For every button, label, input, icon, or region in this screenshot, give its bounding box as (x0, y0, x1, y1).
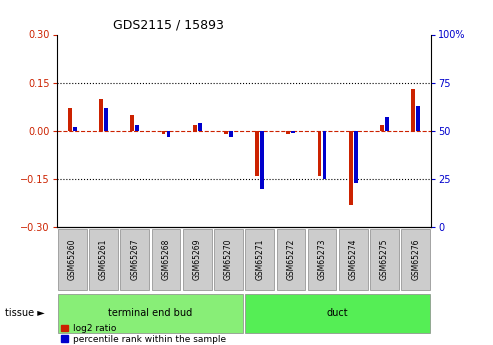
Bar (380, 125, 384, 131)
Text: GSM65272: GSM65272 (286, 239, 295, 280)
Bar (411, 89, 415, 131)
FancyBboxPatch shape (370, 229, 399, 290)
Text: tissue ►: tissue ► (5, 308, 45, 318)
Bar (73, 127, 77, 131)
Bar (229, 131, 233, 137)
FancyBboxPatch shape (89, 229, 118, 290)
Bar (260, 131, 264, 189)
Text: duct: duct (327, 308, 349, 318)
Bar (104, 108, 108, 131)
Text: GSM65269: GSM65269 (193, 239, 202, 280)
Bar (99, 99, 103, 131)
FancyBboxPatch shape (58, 294, 243, 333)
Text: GSM65267: GSM65267 (130, 239, 139, 280)
Text: GSM65260: GSM65260 (68, 239, 77, 280)
FancyBboxPatch shape (401, 229, 430, 290)
Bar (323, 131, 326, 179)
Bar (349, 131, 352, 205)
Bar (417, 106, 420, 131)
Text: GSM65270: GSM65270 (224, 239, 233, 280)
Bar (193, 125, 197, 131)
Bar (317, 131, 321, 176)
Bar (385, 117, 389, 131)
Bar (162, 131, 165, 134)
FancyBboxPatch shape (152, 229, 180, 290)
Text: GDS2115 / 15893: GDS2115 / 15893 (113, 19, 224, 32)
Text: GSM65273: GSM65273 (317, 239, 326, 280)
Bar (136, 125, 139, 131)
Text: GSM65261: GSM65261 (99, 239, 108, 280)
Text: GSM65271: GSM65271 (255, 239, 264, 280)
FancyBboxPatch shape (120, 229, 149, 290)
FancyBboxPatch shape (308, 229, 336, 290)
Text: GSM65268: GSM65268 (162, 239, 171, 280)
Bar (255, 131, 259, 176)
Text: GSM65276: GSM65276 (411, 239, 420, 280)
FancyBboxPatch shape (58, 229, 87, 290)
Text: terminal end bud: terminal end bud (108, 308, 192, 318)
Legend: log2 ratio, percentile rank within the sample: log2 ratio, percentile rank within the s… (61, 324, 226, 344)
Bar (224, 131, 228, 134)
FancyBboxPatch shape (246, 229, 274, 290)
FancyBboxPatch shape (339, 229, 368, 290)
Bar (198, 123, 202, 131)
Bar (130, 115, 134, 131)
FancyBboxPatch shape (277, 229, 305, 290)
Bar (291, 131, 295, 133)
Bar (286, 131, 290, 134)
FancyBboxPatch shape (183, 229, 211, 290)
Bar (68, 108, 71, 131)
Bar (167, 131, 171, 137)
Text: GSM65275: GSM65275 (380, 239, 389, 280)
FancyBboxPatch shape (214, 229, 243, 290)
Bar (354, 131, 358, 183)
FancyBboxPatch shape (246, 294, 430, 333)
Text: GSM65274: GSM65274 (349, 239, 358, 280)
